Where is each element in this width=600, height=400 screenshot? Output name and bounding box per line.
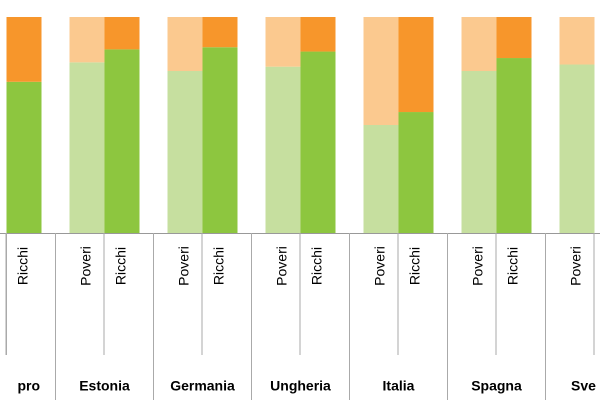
group-label: Spagna bbox=[471, 378, 522, 394]
x-tick-label: Poveri bbox=[568, 246, 584, 286]
group-label: Sve bbox=[571, 378, 596, 394]
bar-segment bbox=[398, 17, 434, 113]
bar-segment bbox=[300, 17, 336, 52]
bar-segment bbox=[559, 64, 595, 234]
x-tick-label: Ricchi bbox=[505, 247, 521, 285]
bar-segment bbox=[265, 66, 301, 234]
x-tick-label: Poveri bbox=[176, 246, 192, 286]
bar-segment bbox=[104, 49, 140, 234]
bar-segment bbox=[363, 125, 399, 233]
group-label: Italia bbox=[383, 378, 415, 394]
bar-segment bbox=[496, 17, 532, 59]
x-tick-label: Ricchi bbox=[15, 247, 31, 285]
bar-segment bbox=[202, 47, 238, 233]
group-label: Germania bbox=[170, 378, 235, 394]
bar-segment bbox=[461, 17, 497, 71]
bar-segment bbox=[496, 58, 532, 233]
bar-segment bbox=[167, 17, 203, 71]
x-tick-label: Poveri bbox=[78, 246, 94, 286]
group-label: Ungheria bbox=[270, 378, 331, 394]
group-label: Estonia bbox=[79, 378, 130, 394]
bar-segment bbox=[6, 17, 42, 82]
bar-segment bbox=[104, 17, 140, 50]
bar-segment bbox=[69, 62, 105, 233]
bar-segment bbox=[167, 71, 203, 233]
x-tick-label: Poveri bbox=[372, 246, 388, 286]
bar-segment bbox=[461, 71, 497, 233]
group-label: pro bbox=[17, 378, 40, 394]
bar-segment bbox=[398, 112, 434, 233]
x-tick-label: Poveri bbox=[274, 246, 290, 286]
bar-segment bbox=[265, 17, 301, 67]
bar-segment bbox=[559, 17, 595, 65]
bar-segment bbox=[300, 51, 336, 234]
bar-segment bbox=[202, 17, 238, 48]
x-tick-label: Ricchi bbox=[309, 247, 325, 285]
x-tick-label: Ricchi bbox=[113, 247, 129, 285]
bar-segment bbox=[363, 17, 399, 125]
x-tick-label: Ricchi bbox=[407, 247, 423, 285]
bar-segment bbox=[69, 17, 105, 63]
x-tick-label: Poveri bbox=[470, 246, 486, 286]
bar-segment bbox=[6, 81, 42, 233]
x-tick-label: Ricchi bbox=[211, 247, 227, 285]
